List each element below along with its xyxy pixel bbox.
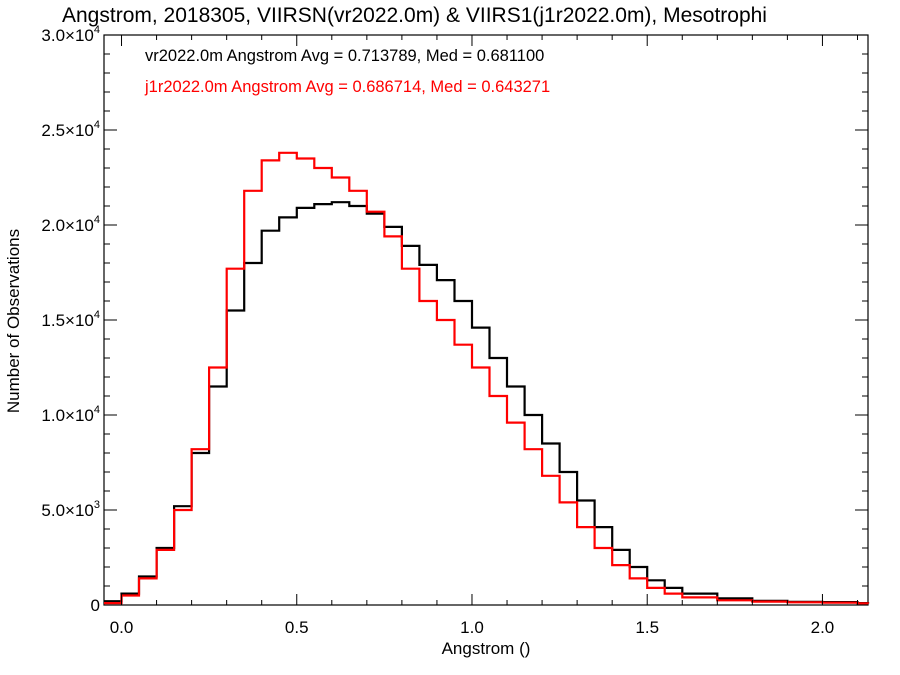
x-tick-label: 0.0 — [110, 618, 134, 637]
plot-area — [103, 34, 870, 606]
legend-entry-j1r2022: j1r2022.0m Angstrom Avg = 0.686714, Med … — [144, 78, 550, 96]
y-axis-label: Number of Observations — [4, 229, 23, 413]
y-tick-label: 5.0×103 — [41, 499, 100, 520]
y-tick-label: 2.0×104 — [41, 214, 100, 235]
chart-title: Angstrom, 2018305, VIIRSN(vr2022.0m) & V… — [62, 4, 767, 27]
legend-entry-vr2022: vr2022.0m Angstrom Avg = 0.713789, Med =… — [145, 47, 544, 65]
x-tick-label: 1.0 — [460, 618, 484, 637]
y-tick-label: 3.0×104 — [41, 24, 100, 45]
x-axis-label: Angstrom () — [442, 639, 531, 658]
series-line-j1r2022.0m — [104, 151, 870, 605]
x-tick-label: 1.5 — [635, 618, 659, 637]
plot-frame — [103, 34, 869, 606]
y-tick-label: 1.0×104 — [41, 404, 100, 425]
x-tick-label: 2.0 — [811, 618, 835, 637]
y-tick-label: 1.5×104 — [41, 309, 100, 330]
y-tick-label: 0 — [91, 596, 100, 615]
x-tick-label: 0.5 — [285, 618, 309, 637]
legend: vr2022.0m Angstrom Avg = 0.713789, Med =… — [144, 47, 550, 96]
x-axis: 0.0 0.5 1.0 1.5 2.0 — [110, 35, 858, 637]
y-axis: 0 5.0×103 1.0×104 1.5×104 2.0×104 2.5×104 3.0×… — [41, 24, 868, 615]
series-line-vr2022.0m — [104, 201, 870, 605]
y-tick-label: 2.5×104 — [41, 119, 100, 140]
